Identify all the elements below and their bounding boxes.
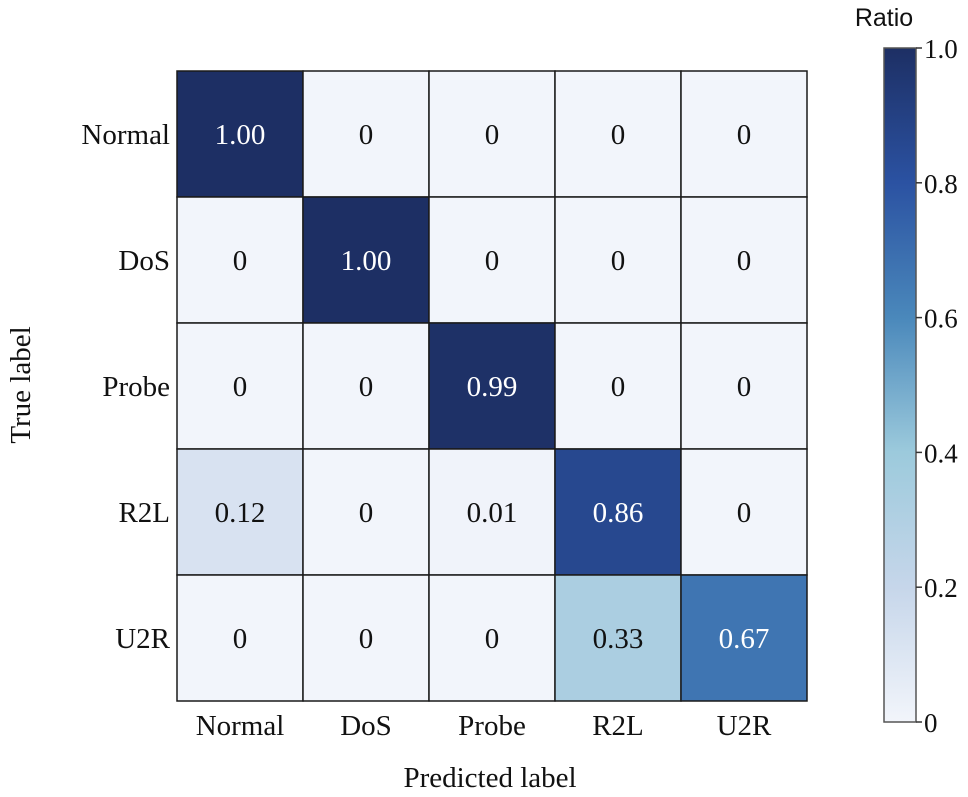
x-tick-label: Normal [196,710,285,742]
heatmap-cell [176,448,304,576]
cell-value-label: 0.12 [215,497,266,529]
x-tick-label: U2R [717,710,772,742]
colorbar [883,47,917,723]
heatmap-cell [302,322,430,450]
heatmap-cell [302,574,430,702]
colorbar-label: Ratio [855,4,913,32]
heatmap-cell [554,70,682,198]
heatmap-cell [554,322,682,450]
cell-value-label: 0 [611,371,626,403]
colorbar-tick-label: 0 [924,708,938,738]
heatmap-cell [428,70,556,198]
cell-value-label: 0 [737,119,752,151]
heatmap-cell [680,322,808,450]
x-axis-label: Predicted label [403,762,576,794]
colorbar-ticks: 0 0.2 0.4 0.6 0.8 1.0 [916,34,958,738]
y-tick-label: Normal [81,119,170,151]
heatmap-cell [302,70,430,198]
x-tick-label: R2L [592,710,644,742]
cell-value-label: 0.99 [467,371,518,403]
heatmap-cell [680,196,808,324]
heatmap-cell [680,448,808,576]
y-tick-label: Probe [102,371,170,403]
colorbar-tick-label: 0.4 [924,438,958,468]
cell-value-label: 0 [359,497,374,529]
cell-value-label: 0 [359,371,374,403]
cell-value-label: 0.33 [593,623,644,655]
y-axis-ticks: Normal DoS Probe R2L U2R [81,119,170,655]
cell-value-label: 0 [485,119,500,151]
cell-value-label: 0 [611,245,626,277]
heatmap-cell [554,448,682,576]
colorbar-tick-label: 0.2 [924,573,958,603]
cell-value-label: 0 [233,245,248,277]
cell-value-label: 0 [737,371,752,403]
y-tick-label: R2L [118,497,170,529]
cell-value-label: 0 [737,497,752,529]
cell-value-label: 0 [359,623,374,655]
cell-value-label: 0 [233,371,248,403]
cell-value-label: 0.67 [719,623,770,655]
cell-value-label: 1.00 [215,119,266,151]
cell-value-label: 0 [233,623,248,655]
heatmap-cell [428,322,556,450]
x-tick-label: Probe [458,710,526,742]
y-tick-label: DoS [118,245,170,277]
cell-value-label: 0 [485,245,500,277]
colorbar-tick-label: 1.0 [924,34,958,64]
cell-value-label: 0.86 [593,497,644,529]
heatmap-cell [680,574,808,702]
heatmap-cell-labels: 1.00 0 0 0 0 0 1.00 0 0 0 0 0 0.99 0 0 0.12 0 0.01 0.86 0 0 0… [215,119,770,655]
heatmap-cell [680,70,808,198]
heatmap-cell [302,448,430,576]
heatmap-cell [176,70,304,198]
x-axis-ticks: Normal DoS Probe R2L U2R [196,710,772,742]
heatmap-cell [428,574,556,702]
cell-value-label: 0 [485,623,500,655]
cell-value-label: 0 [737,245,752,277]
heatmap-cell [176,574,304,702]
cell-value-label: 1.00 [341,245,392,277]
heatmap-cell [428,448,556,576]
heatmap-cells [176,70,808,702]
colorbar-tick-label: 0.6 [924,304,958,334]
heatmap-cell [428,196,556,324]
y-axis-label: True label [5,326,37,443]
y-tick-label: U2R [115,623,170,655]
cell-value-label: 0 [359,119,374,151]
cell-value-label: 0.01 [467,497,518,529]
x-tick-label: DoS [340,710,392,742]
cell-value-label: 0 [611,119,626,151]
heatmap-cell [176,196,304,324]
colorbar-tick-label: 0.8 [924,169,958,199]
